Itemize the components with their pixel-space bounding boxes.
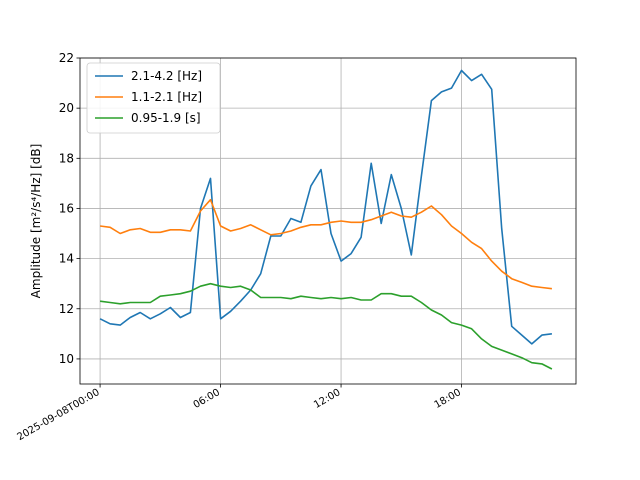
y-tick-label: 20 — [59, 101, 74, 115]
y-tick-label: 12 — [59, 302, 74, 316]
plot-frame — [79, 57, 577, 385]
series-line-3 — [99, 282, 553, 370]
y-tick-label: 16 — [59, 201, 74, 215]
legend-label-2: 1.1-2.1 [Hz] — [131, 90, 202, 104]
legend-label-3: 0.95-1.9 [s] — [131, 111, 201, 125]
y-tick-label: 10 — [59, 352, 74, 366]
y-tick-label: 14 — [59, 252, 74, 266]
y-tick-label: 18 — [59, 151, 74, 165]
y-axis-label: Amplitude [m²/s⁴/Hz] [dB] — [29, 144, 43, 299]
series-layer — [99, 69, 553, 370]
legend-label-1: 2.1-4.2 [Hz] — [131, 69, 202, 83]
legend-box — [86, 62, 221, 134]
series-line-1 — [99, 69, 553, 345]
y-tick-label: 22 — [59, 51, 74, 65]
legend: 2.1-4.2 [Hz] 1.1-2.1 [Hz] 0.95-1.9 [s] — [86, 62, 221, 134]
y-axis: 10 12 14 16 18 20 22 — [59, 51, 80, 366]
series-line-2 — [99, 198, 552, 290]
